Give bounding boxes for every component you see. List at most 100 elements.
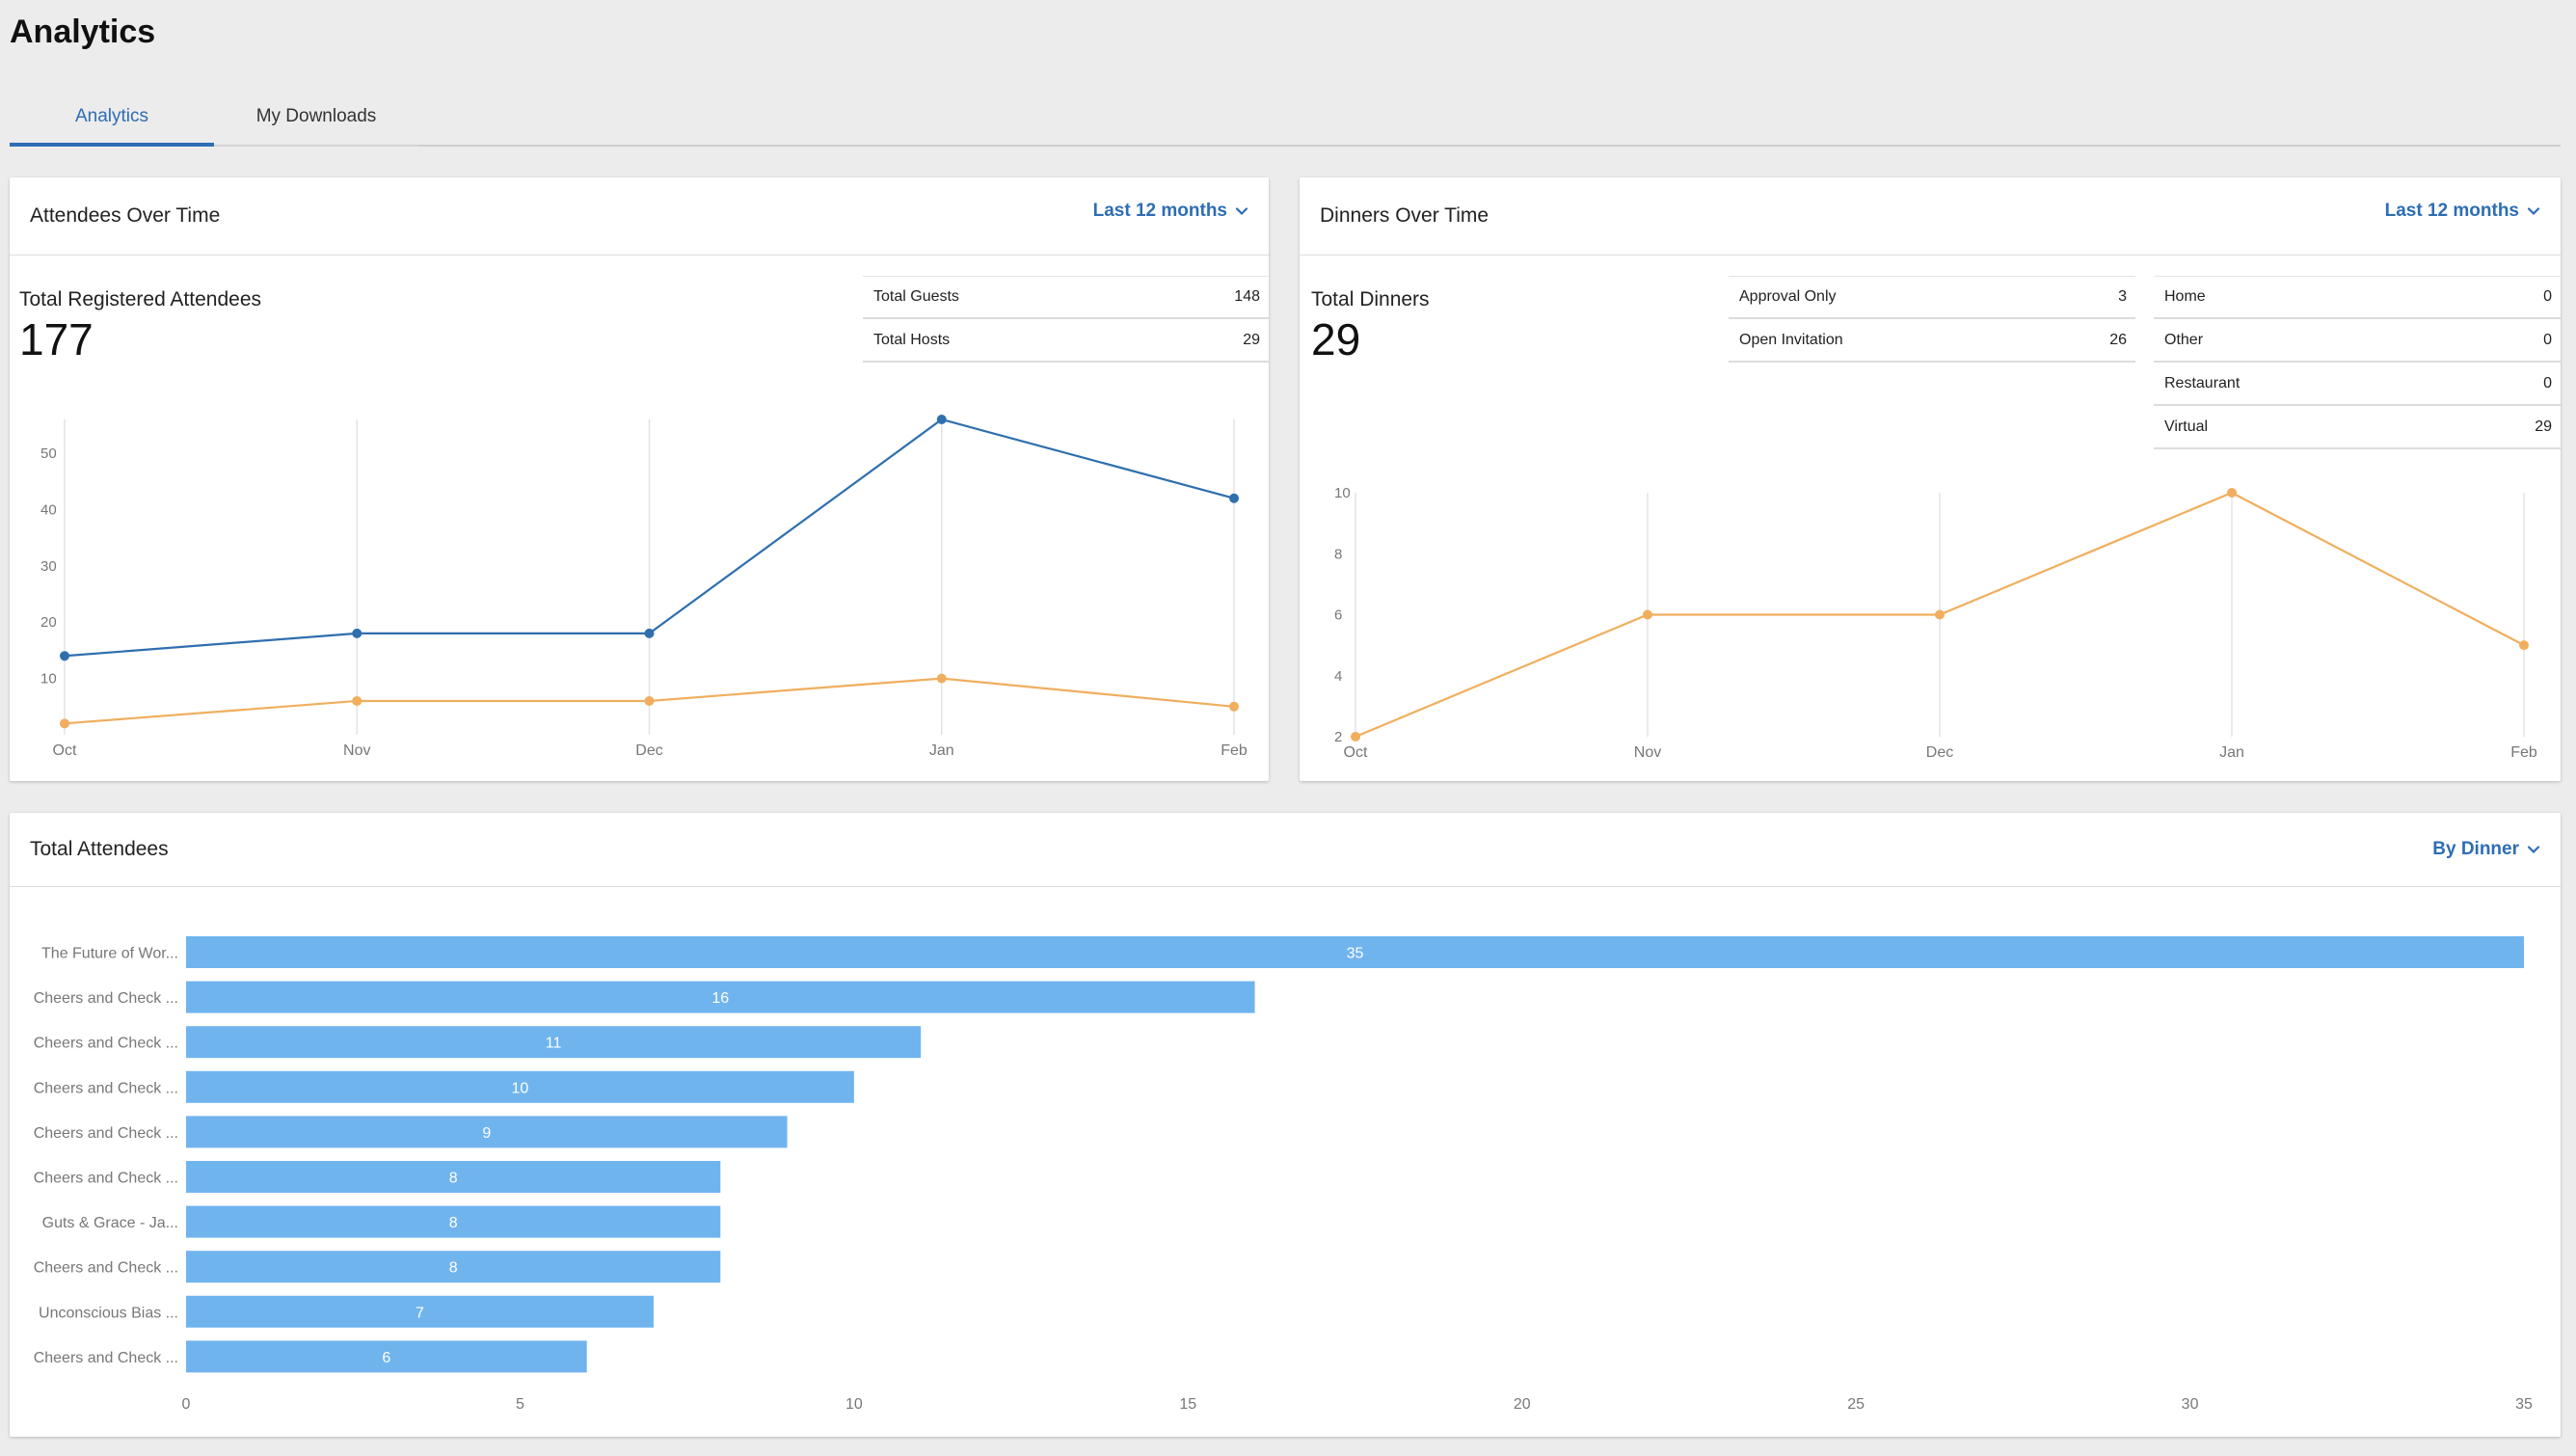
data-point <box>644 628 655 638</box>
data-point <box>352 628 362 638</box>
x-tick-label: 35 <box>2515 1396 2533 1413</box>
bar-value-label: 8 <box>449 1171 458 1187</box>
tab-bar: Analytics My Downloads <box>10 89 2561 147</box>
stat-row: Virtual 29 <box>2154 406 2561 449</box>
data-point <box>1935 609 1945 620</box>
bar <box>186 1251 721 1283</box>
attendee-stats-table: Total Guests 148 Total Hosts 29 <box>863 276 1269 363</box>
stat-label: Total Guests <box>873 288 959 305</box>
stat-row: Total Hosts 29 <box>863 319 1269 363</box>
bar <box>186 1026 922 1059</box>
bar <box>186 1116 788 1148</box>
card-header: Total Attendees By Dinner <box>10 813 2561 887</box>
x-tick-label: Oct <box>1344 744 1368 761</box>
stat-label: Open Invitation <box>1739 331 1843 348</box>
stat-row: Other 0 <box>2154 319 2561 363</box>
bar <box>186 1070 854 1103</box>
group-by-dropdown[interactable]: By Dinner <box>2432 813 2540 886</box>
stat-row: Total Guests 148 <box>863 276 1269 319</box>
bar-value-label: 8 <box>449 1260 458 1277</box>
total-registered-attendees-label: Total Registered Attendees <box>19 288 261 310</box>
data-point <box>1229 493 1239 503</box>
data-point <box>644 695 655 706</box>
stat-value: 3 <box>2118 288 2127 305</box>
x-tick-label: 25 <box>1847 1396 1865 1413</box>
group-by-dropdown-label: By Dinner <box>2432 839 2519 859</box>
total-dinners-label: Total Dinners <box>1311 288 1430 310</box>
data-point <box>60 651 69 661</box>
card-header: Attendees Over Time Last 12 months <box>10 177 1269 256</box>
bar-value-label: 35 <box>1347 946 1364 962</box>
tab-my-downloads[interactable]: My Downloads <box>214 89 418 147</box>
bar-category-label: Guts & Grace - Ja... <box>42 1215 178 1231</box>
data-point <box>1229 701 1239 712</box>
stat-row: Restaurant 0 <box>2154 363 2561 406</box>
y-tick-label: 40 <box>40 501 57 518</box>
dinner-venue-stats-table: Home 0 Other 0 Restaurant 0 Virtual 29 <box>2154 276 2561 449</box>
x-tick-label: Jan <box>929 742 954 759</box>
range-dropdown[interactable]: Last 12 months <box>1093 177 1248 245</box>
stat-value: 29 <box>1243 331 1260 348</box>
x-tick-label: Nov <box>343 742 370 759</box>
tab-analytics[interactable]: Analytics <box>10 89 214 147</box>
x-tick-label: 30 <box>2182 1396 2199 1413</box>
x-tick-label: Dec <box>1926 744 1953 761</box>
range-dropdown-label: Last 12 months <box>2384 201 2519 221</box>
range-dropdown[interactable]: Last 12 months <box>2385 177 2540 245</box>
bar-value-label: 8 <box>449 1215 458 1231</box>
data-point <box>2227 488 2237 498</box>
stat-row: Home 0 <box>2154 276 2561 319</box>
y-tick-label: 30 <box>40 558 57 575</box>
stat-value: 0 <box>2543 374 2552 391</box>
stat-value: 148 <box>1234 288 1260 305</box>
data-point <box>2519 640 2529 651</box>
stat-row: Open Invitation 26 <box>1729 319 2135 363</box>
chevron-down-icon <box>2527 846 2540 854</box>
bar <box>186 1205 721 1238</box>
x-tick-label: Feb <box>2510 744 2537 761</box>
bar-value-label: 6 <box>382 1350 390 1366</box>
bar <box>186 981 1255 1013</box>
bar-value-label: 7 <box>416 1305 424 1321</box>
total-registered-attendees-value: 177 <box>19 314 94 364</box>
data-point <box>936 415 947 424</box>
bar <box>186 1295 654 1328</box>
x-tick-label: 5 <box>516 1396 524 1413</box>
bar-category-label: Cheers and Check ... <box>34 1125 178 1142</box>
bar-category-label: Cheers and Check ... <box>34 990 178 1007</box>
y-tick-label: 50 <box>40 445 57 462</box>
bar-category-label: Cheers and Check ... <box>34 1080 178 1096</box>
y-tick-label: 10 <box>40 671 57 688</box>
bar-category-label: Cheers and Check ... <box>34 1350 178 1366</box>
bar-category-label: The Future of Wor... <box>41 946 178 962</box>
bar-category-label: Cheers and Check ... <box>34 1171 178 1187</box>
x-tick-label: Dec <box>635 742 662 759</box>
card-title: Attendees Over Time <box>30 204 221 227</box>
total-attendees-bar-chart: The Future of Wor... 35 Cheers and Check .… <box>34 936 2533 1413</box>
bar-value-label: 9 <box>482 1125 491 1142</box>
stat-value: 0 <box>2543 288 2552 305</box>
stat-label: Other <box>2164 331 2204 348</box>
y-tick-label: 4 <box>1334 668 1342 685</box>
bar-value-label: 16 <box>711 990 729 1007</box>
data-point <box>352 695 362 706</box>
stat-label: Restaurant <box>2164 374 2241 391</box>
bar-value-label: 11 <box>546 1036 562 1052</box>
data-point <box>1643 609 1652 620</box>
attendees-line-chart: Oct Nov Dec Jan Feb 10 20 30 40 50 <box>40 415 1248 759</box>
data-point <box>60 718 69 729</box>
stat-label: Home <box>2164 288 2206 305</box>
total-attendees-card: Total Attendees By Dinner The Future of … <box>10 813 2561 1437</box>
chevron-down-icon <box>1235 207 1248 216</box>
bar-value-label: 10 <box>512 1080 529 1096</box>
data-point <box>936 673 947 684</box>
card-title: Dinners Over Time <box>1320 204 1489 227</box>
total-dinners-value: 29 <box>1311 314 1361 364</box>
card-title: Total Attendees <box>30 838 169 860</box>
bar <box>186 936 2524 968</box>
bar-category-label: Cheers and Check ... <box>34 1036 178 1052</box>
stat-label: Virtual <box>2164 418 2209 435</box>
y-tick-label: 8 <box>1334 546 1342 562</box>
card-header: Dinners Over Time Last 12 months <box>1300 177 2561 256</box>
stat-value: 0 <box>2543 331 2552 348</box>
